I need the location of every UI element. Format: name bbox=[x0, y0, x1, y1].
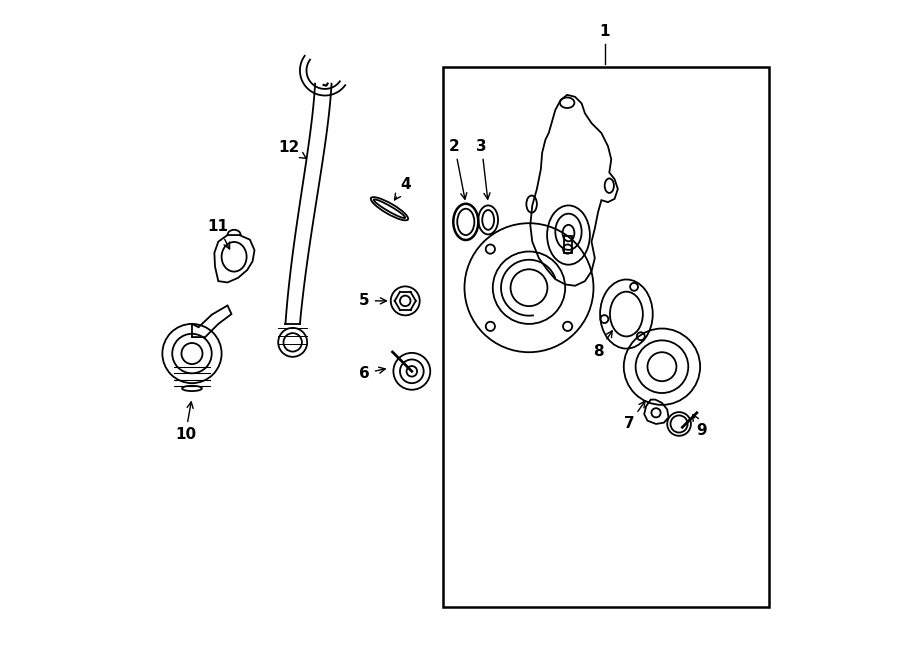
Text: 10: 10 bbox=[175, 402, 196, 442]
Text: 9: 9 bbox=[693, 414, 706, 438]
Text: 7: 7 bbox=[624, 401, 645, 432]
Text: 12: 12 bbox=[279, 140, 306, 159]
Text: 2: 2 bbox=[449, 139, 467, 199]
Bar bbox=[444, 67, 770, 607]
Text: 4: 4 bbox=[394, 177, 410, 200]
Text: 6: 6 bbox=[359, 366, 385, 381]
Text: 3: 3 bbox=[476, 139, 490, 199]
Text: 8: 8 bbox=[593, 331, 612, 359]
Text: 5: 5 bbox=[359, 293, 386, 309]
Text: 1: 1 bbox=[599, 24, 610, 38]
Text: 11: 11 bbox=[208, 219, 230, 249]
Bar bbox=[564, 237, 572, 253]
